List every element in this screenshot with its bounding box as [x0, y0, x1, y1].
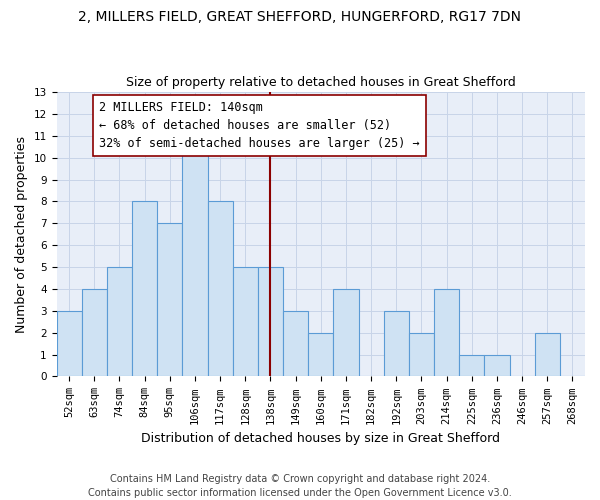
Bar — [308, 332, 334, 376]
Bar — [56, 311, 82, 376]
Bar — [459, 354, 484, 376]
Bar — [132, 202, 157, 376]
Bar — [157, 224, 182, 376]
Bar — [107, 267, 132, 376]
Bar — [383, 311, 409, 376]
Text: Contains HM Land Registry data © Crown copyright and database right 2024.
Contai: Contains HM Land Registry data © Crown c… — [88, 474, 512, 498]
Bar — [82, 289, 107, 376]
Title: Size of property relative to detached houses in Great Shefford: Size of property relative to detached ho… — [126, 76, 515, 90]
Y-axis label: Number of detached properties: Number of detached properties — [15, 136, 28, 332]
Bar — [258, 267, 283, 376]
Bar — [484, 354, 509, 376]
Bar — [233, 267, 258, 376]
Bar — [334, 289, 359, 376]
Bar — [208, 202, 233, 376]
Bar — [409, 332, 434, 376]
Text: 2, MILLERS FIELD, GREAT SHEFFORD, HUNGERFORD, RG17 7DN: 2, MILLERS FIELD, GREAT SHEFFORD, HUNGER… — [79, 10, 521, 24]
Bar — [434, 289, 459, 376]
X-axis label: Distribution of detached houses by size in Great Shefford: Distribution of detached houses by size … — [141, 432, 500, 445]
Text: 2 MILLERS FIELD: 140sqm
← 68% of detached houses are smaller (52)
32% of semi-de: 2 MILLERS FIELD: 140sqm ← 68% of detache… — [100, 101, 420, 150]
Bar — [283, 311, 308, 376]
Bar — [535, 332, 560, 376]
Bar — [182, 136, 208, 376]
